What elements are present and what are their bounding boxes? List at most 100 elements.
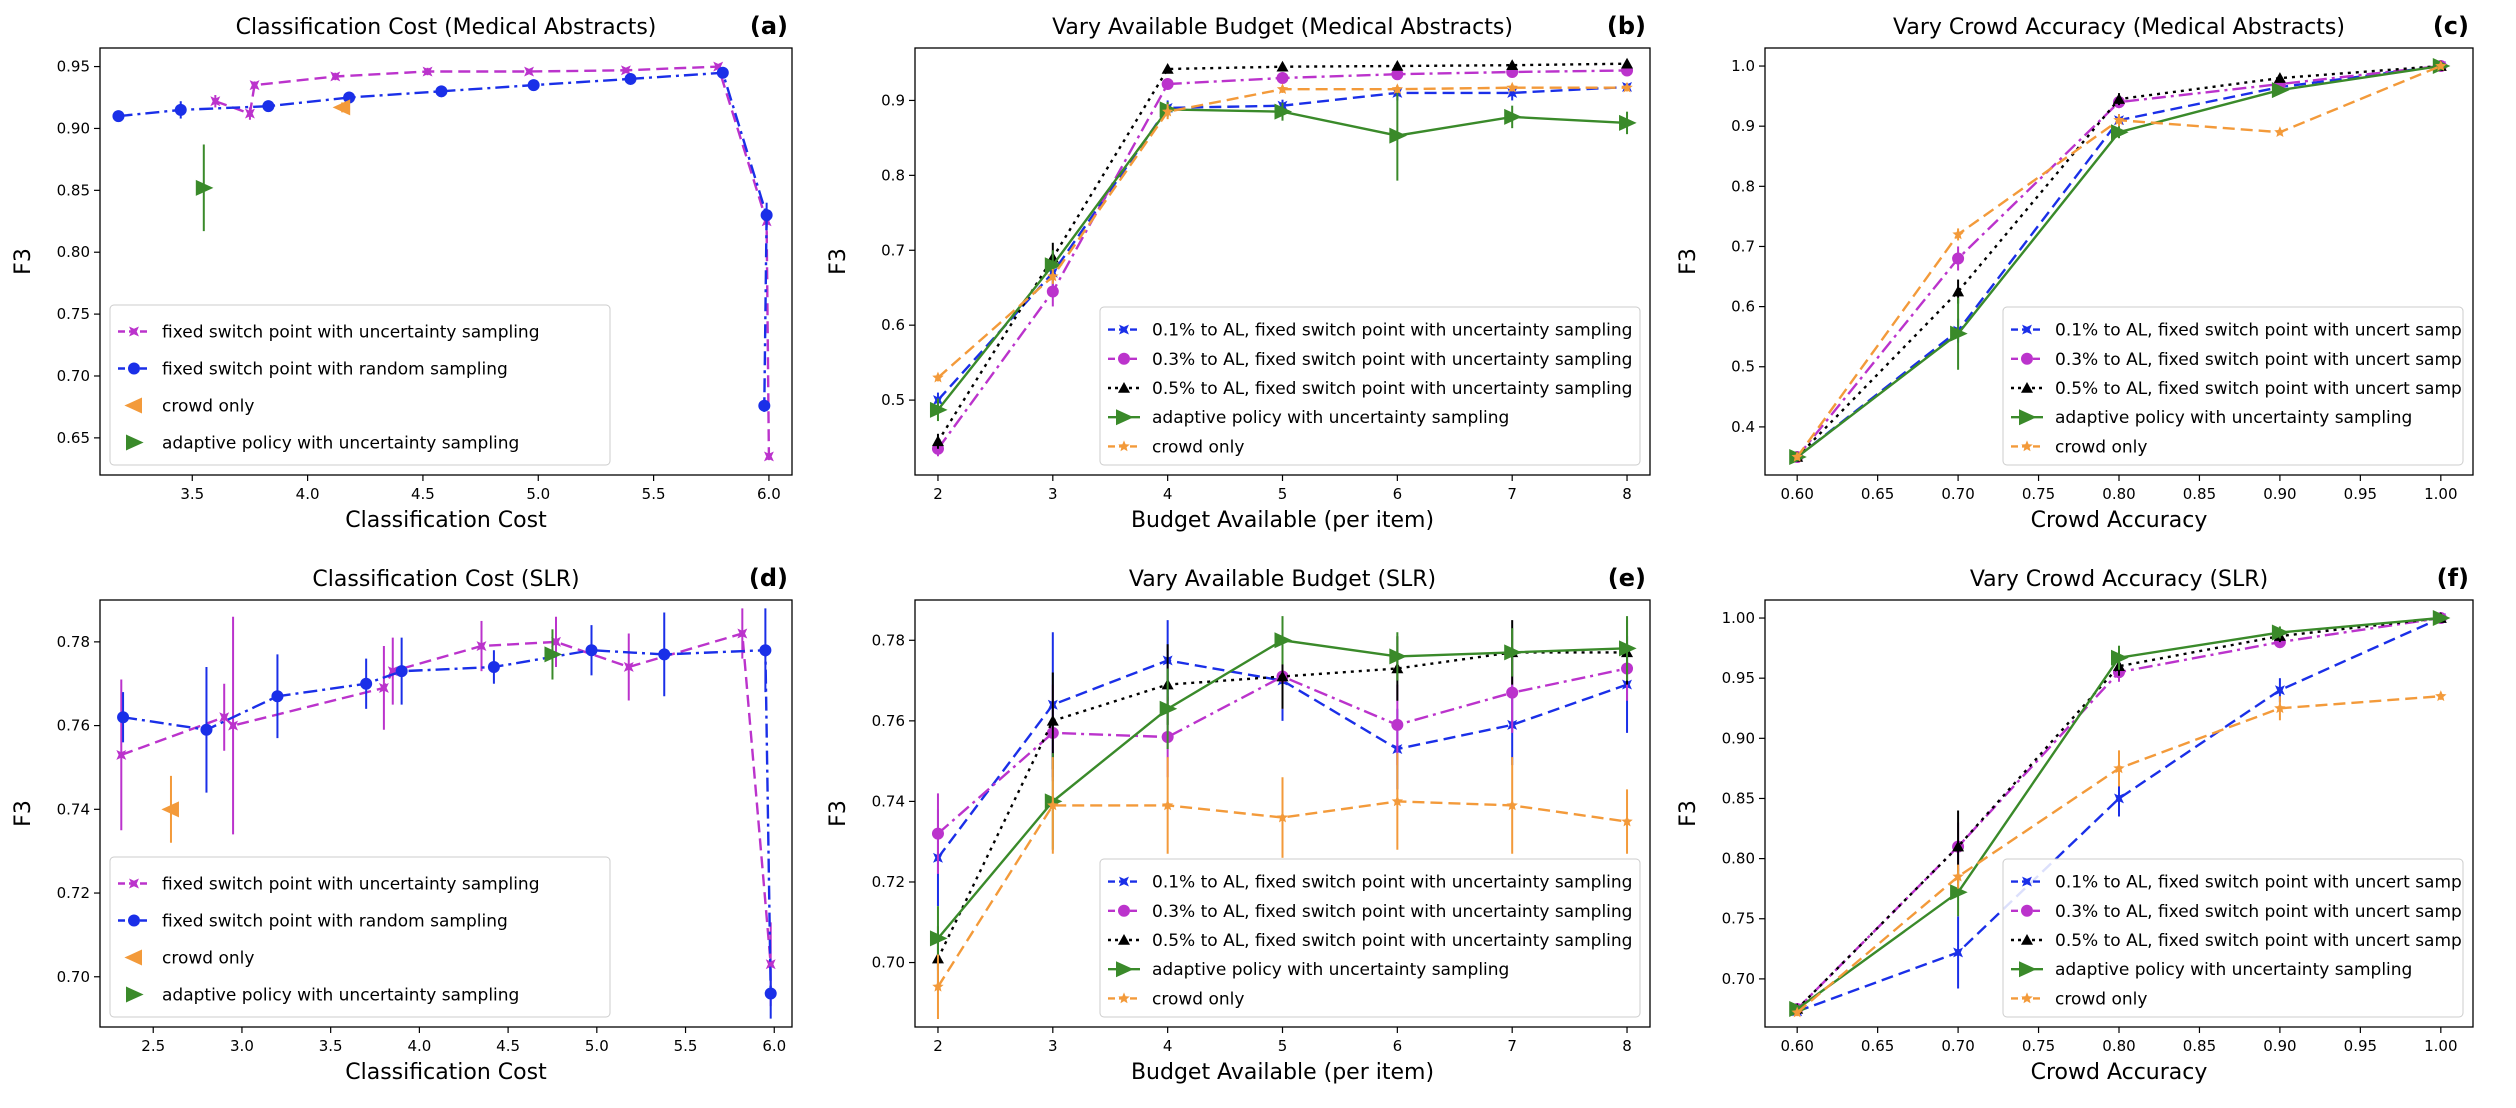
axes-frame xyxy=(99,47,793,476)
legend-marker xyxy=(2021,934,2033,945)
data-point xyxy=(1952,840,1965,852)
legend-label: adaptive policy with uncertainty samplin… xyxy=(162,986,519,1006)
legend-label: adaptive policy with uncertainty samplin… xyxy=(1152,960,1509,980)
y-tick-label: 0.70 xyxy=(57,367,90,385)
data-point xyxy=(1161,799,1174,811)
data-point xyxy=(2273,72,2286,83)
series-line xyxy=(118,71,768,406)
plot-area xyxy=(112,61,774,462)
panel-e: 2 3 4 5 6 7 8 0.70 0.72 0.74 0.76 0.78 Vary Availabl… xyxy=(826,564,1651,1085)
series-line xyxy=(1796,616,2442,1013)
legend-label: 0.1% to AL, fixed switch point with unce… xyxy=(2055,321,2462,341)
y-tick-label: 0.85 xyxy=(57,181,90,199)
legend-box xyxy=(1099,858,1641,1018)
data-point xyxy=(763,451,774,462)
data-point xyxy=(1506,81,1518,93)
legend-label: fixed switch point with random sampling xyxy=(162,912,508,932)
axes-frame xyxy=(1764,47,2474,476)
data-point xyxy=(760,209,773,222)
data-point xyxy=(161,801,179,818)
legend-box xyxy=(109,856,611,1018)
chart-title: Classification Cost (SLR) xyxy=(312,567,579,592)
legend-label: 0.1% to AL, fixed switch point with unce… xyxy=(2055,873,2462,893)
x-tick-label: 1.00 xyxy=(2424,1037,2457,1055)
legend-marker xyxy=(128,914,140,927)
y-axis-label: F3 xyxy=(1676,800,1701,827)
legend-label: crowd only xyxy=(1152,989,1244,1009)
data-point xyxy=(262,100,275,113)
legend-marker xyxy=(2021,382,2033,393)
data-point xyxy=(1161,105,1174,117)
legend-label: 0.3% to AL, fixed switch point with unce… xyxy=(1152,350,1632,370)
x-tick-label: 0.90 xyxy=(2263,1037,2296,1055)
y-tick-label: 0.74 xyxy=(57,800,90,818)
x-tick-label: 0.75 xyxy=(2022,485,2055,503)
x-tick-label: 2 xyxy=(933,485,943,503)
y-tick-label: 0.6 xyxy=(881,316,905,334)
y-tick-label: 0.95 xyxy=(57,58,90,76)
data-point xyxy=(1046,714,1059,726)
y-tick-label: 0.70 xyxy=(57,968,90,986)
legend-marker xyxy=(1116,961,1134,978)
legend-marker xyxy=(126,986,144,1003)
x-tick-label: 5.5 xyxy=(674,1037,698,1055)
plot-area xyxy=(929,616,1637,1019)
data-point xyxy=(2274,702,2286,714)
x-tick-label: 0.80 xyxy=(2102,485,2135,503)
x-axis-label: Crowd Accuracy xyxy=(2031,1060,2208,1085)
data-point xyxy=(759,644,772,657)
data-point xyxy=(1161,62,1174,74)
data-point xyxy=(1276,71,1289,84)
y-tick-label: 0.80 xyxy=(1722,850,1755,868)
y-tick-label: 0.80 xyxy=(57,243,90,261)
legend-marker xyxy=(2021,352,2033,365)
plot-area xyxy=(929,57,1637,457)
data-point xyxy=(1952,228,1964,240)
x-tick-label: 3.5 xyxy=(319,1037,343,1055)
data-point xyxy=(1046,285,1059,298)
panel-a: 3.5 4.0 4.5 5.0 5.5 6.0 0.65 0.70 0.75 0.80 0.85 0.… xyxy=(11,12,793,533)
legend-item: 0.5% to AL, fixed switch point with unce… xyxy=(2011,931,2462,951)
data-point xyxy=(1791,450,1803,462)
series-rand xyxy=(117,608,777,1019)
legend-marker xyxy=(2021,904,2033,917)
data-point xyxy=(623,662,634,672)
legend-item: fixed switch point with uncertainty samp… xyxy=(118,875,540,895)
chart-title: Vary Available Budget (SLR) xyxy=(1129,567,1436,592)
data-point xyxy=(1619,640,1637,657)
data-point xyxy=(1506,59,1519,71)
legend-item: 0.3% to AL, fixed switch point with unce… xyxy=(2011,350,2462,370)
y-tick-label: 0.85 xyxy=(1722,789,1755,807)
legend-label: fixed switch point with uncertainty samp… xyxy=(162,323,540,343)
data-point xyxy=(195,179,214,196)
data-point xyxy=(624,72,637,85)
x-tick-label: 4 xyxy=(1163,485,1173,503)
legend-label: crowd only xyxy=(2055,989,2147,1009)
data-point xyxy=(527,79,540,92)
data-point xyxy=(1504,644,1522,661)
x-tick-label: 0.60 xyxy=(1780,1037,1813,1055)
y-tick-label: 0.5 xyxy=(881,391,905,409)
legend-box xyxy=(109,304,611,466)
data-point xyxy=(1161,77,1174,90)
data-point xyxy=(1504,108,1522,125)
series-crowd xyxy=(332,99,351,116)
data-point xyxy=(228,720,239,731)
series-adaptive xyxy=(544,629,563,680)
legend-label: 0.1% to AL, fixed switch point with unce… xyxy=(1152,873,1632,893)
data-point xyxy=(1044,257,1063,274)
data-point xyxy=(487,660,500,673)
x-tick-label: 5 xyxy=(1278,1037,1288,1055)
legend-box xyxy=(1099,306,1641,466)
legend-item: crowd only xyxy=(124,949,254,969)
data-point xyxy=(1391,83,1404,95)
series-crowd xyxy=(161,775,179,843)
x-tick-label: 0.75 xyxy=(2022,1037,2055,1055)
data-point xyxy=(112,110,125,123)
data-point xyxy=(2435,690,2447,702)
legend-label: 0.5% to AL, fixed switch point with unce… xyxy=(2055,379,2462,399)
data-point xyxy=(2111,124,2129,141)
series-adaptive xyxy=(195,144,214,232)
x-tick-label: 0.60 xyxy=(1780,485,1813,503)
